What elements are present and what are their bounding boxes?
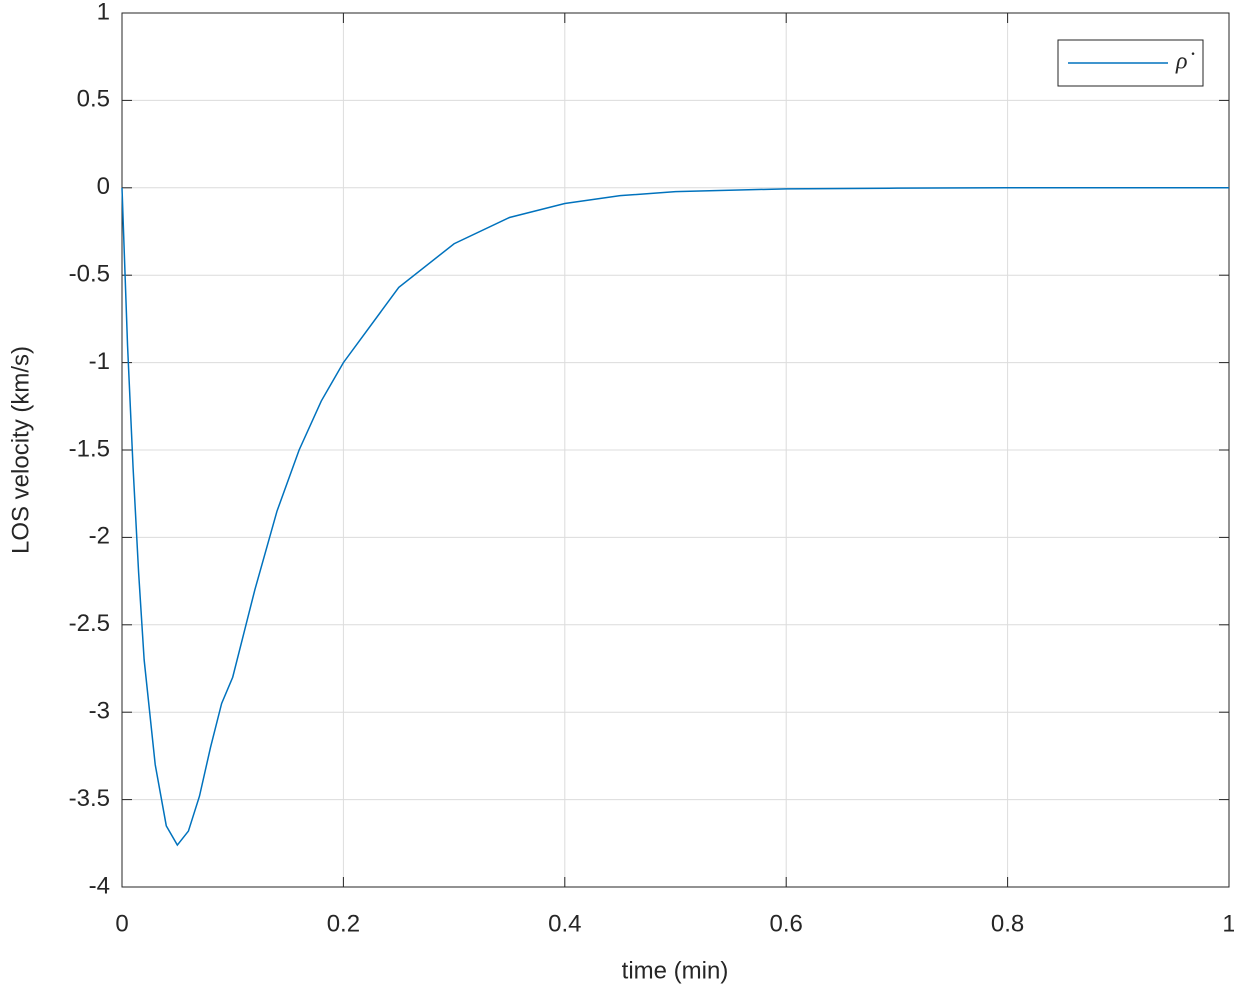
y-tick-label: 1 xyxy=(97,0,110,25)
plot-frame xyxy=(121,12,1230,888)
x-tick-label: 0.2 xyxy=(327,910,360,937)
x-axis-label: time (min) xyxy=(622,957,729,984)
x-tick-label: 0 xyxy=(115,910,128,937)
y-tick-label: -2 xyxy=(89,523,110,550)
y-tick-label: -1 xyxy=(89,348,110,375)
x-tick-label: 0.8 xyxy=(991,910,1024,937)
y-tick-label: -0.5 xyxy=(69,261,110,288)
y-axis-label: LOS velocity (km/s) xyxy=(7,346,34,554)
y-tick-label: -4 xyxy=(89,872,110,899)
y-tick-label: -3.5 xyxy=(69,785,110,812)
x-tick-label: 0.6 xyxy=(770,910,803,937)
x-tick-label: 0.4 xyxy=(548,910,581,937)
data-line xyxy=(121,187,1229,847)
x-tick-label: 1 xyxy=(1222,910,1234,937)
y-tick-label: 0.5 xyxy=(77,86,110,113)
y-tick-label: 0 xyxy=(97,173,110,200)
y-tick-label: -2.5 xyxy=(69,610,110,637)
y-tick-label: -1.5 xyxy=(69,435,110,462)
y-tick-label: -3 xyxy=(89,698,110,725)
legend: ρ̇ xyxy=(1057,39,1204,87)
